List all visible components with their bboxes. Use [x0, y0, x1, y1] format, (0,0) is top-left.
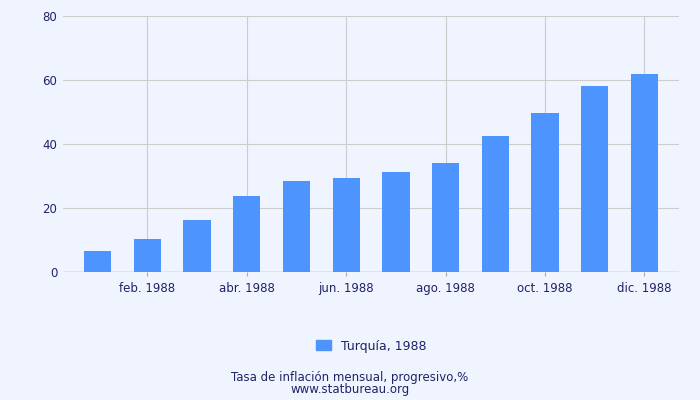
Bar: [581, 86, 608, 272]
Bar: [531, 113, 559, 272]
Bar: [382, 172, 410, 272]
Bar: [482, 136, 509, 272]
Bar: [631, 74, 658, 272]
Bar: [432, 162, 459, 272]
Bar: [283, 182, 310, 272]
Bar: [233, 196, 260, 272]
Bar: [134, 239, 161, 272]
Text: www.statbureau.org: www.statbureau.org: [290, 384, 410, 396]
Legend: Turquía, 1988: Turquía, 1988: [311, 334, 431, 358]
Text: Tasa de inflación mensual, progresivo,%: Tasa de inflación mensual, progresivo,%: [232, 372, 468, 384]
Bar: [84, 251, 111, 272]
Bar: [332, 178, 360, 272]
Bar: [183, 220, 211, 272]
